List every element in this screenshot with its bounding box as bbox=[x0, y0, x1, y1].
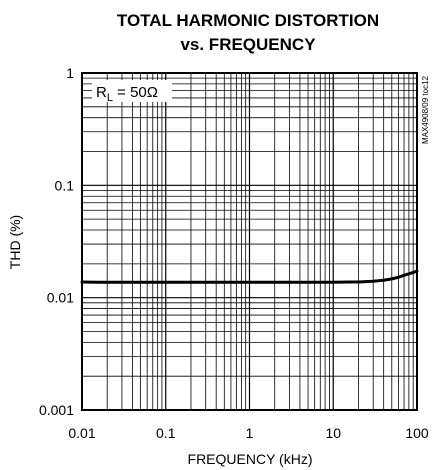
y-tick-label: 0.1 bbox=[55, 177, 75, 193]
y-axis-label: THD (%) bbox=[7, 215, 23, 269]
annotation-main: R bbox=[96, 84, 107, 101]
annotation-background bbox=[92, 80, 172, 102]
x-tick-label: 0.01 bbox=[68, 425, 95, 441]
annotation-subscript: L bbox=[107, 92, 113, 104]
thd-series-line bbox=[80, 269, 419, 284]
x-axis-label: FREQUENCY (kHz) bbox=[188, 451, 313, 467]
y-tick-label: 1 bbox=[66, 65, 74, 81]
x-tick-label: 10 bbox=[325, 425, 341, 441]
grid bbox=[82, 73, 417, 410]
y-tick-labels: 0.001 0.01 0.1 1 bbox=[39, 65, 74, 418]
x-tick-label: 100 bbox=[405, 425, 429, 441]
figure-code: MAX4908/09 toc12 bbox=[421, 75, 430, 144]
y-tick-label: 0.001 bbox=[39, 402, 74, 418]
annotation-rest: = 50Ω bbox=[113, 84, 158, 101]
x-tick-labels: 0.01 0.1 1 10 100 bbox=[68, 425, 429, 441]
y-tick-label: 0.01 bbox=[47, 290, 74, 306]
plot-frame bbox=[81, 72, 418, 411]
load-resistance-annotation: RL = 50Ω bbox=[96, 84, 158, 104]
chart-title-line-1: TOTAL HARMONIC DISTORTION bbox=[117, 11, 379, 30]
chart-title-line-2: vs. FREQUENCY bbox=[180, 35, 316, 54]
x-tick-label: 0.1 bbox=[156, 425, 176, 441]
figure-code-background bbox=[419, 74, 431, 236]
x-tick-label: 1 bbox=[246, 425, 254, 441]
